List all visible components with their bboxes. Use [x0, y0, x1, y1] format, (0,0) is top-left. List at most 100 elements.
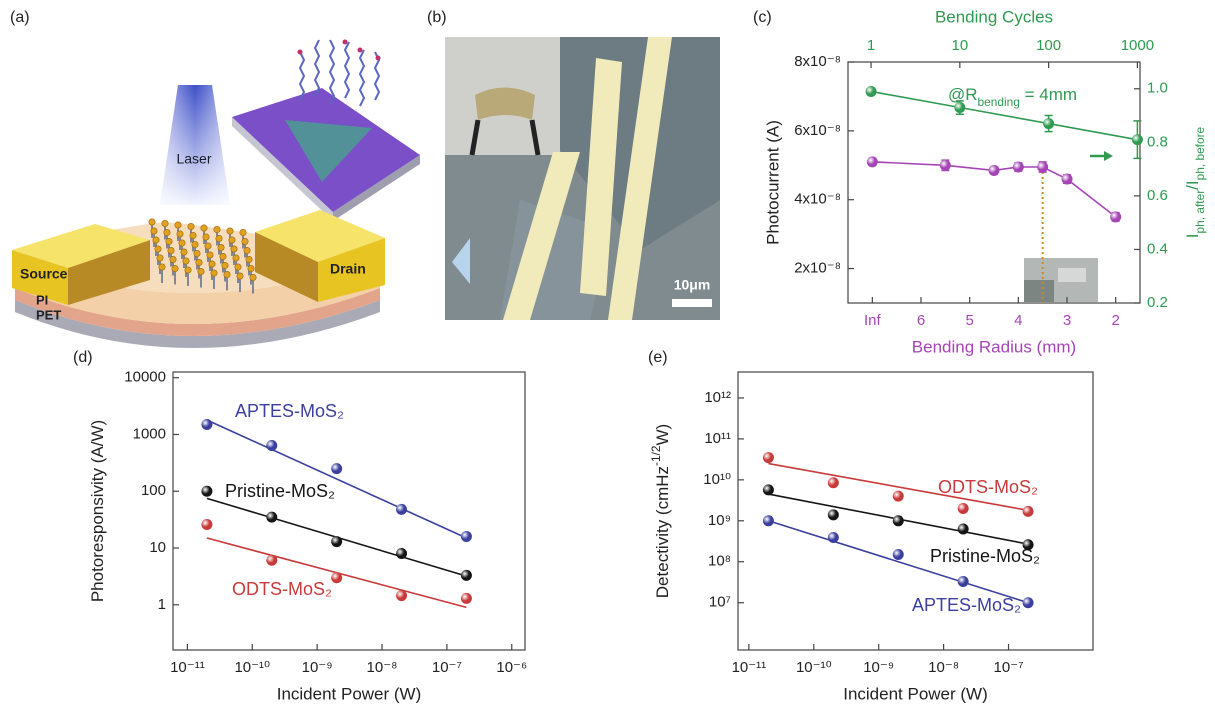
- pet-label: PET: [36, 307, 61, 322]
- x-tick-label: 10⁻¹⁰: [796, 659, 832, 676]
- series-label: APTES-MoS₂: [912, 595, 1021, 615]
- series-label: Pristine-MoS₂: [225, 481, 335, 501]
- scale-bar-label: 10μm: [674, 277, 711, 293]
- data-point: [331, 572, 342, 583]
- data-point: [1110, 211, 1121, 222]
- fit-line: [207, 420, 466, 538]
- lattice-atom: [237, 273, 243, 279]
- x-tick-label: 4: [1014, 312, 1022, 329]
- data-point: [461, 570, 472, 581]
- y-tick-label: 10⁸: [708, 553, 731, 570]
- y-axis-label: Detectivity (cmHz-1/2W): [649, 424, 672, 598]
- panel-label: (d): [73, 349, 93, 366]
- data-point: [828, 509, 839, 520]
- lattice-atom: [188, 223, 194, 229]
- inset-detail: [1058, 268, 1086, 282]
- panel-label: (a): [10, 9, 30, 26]
- lattice-atom: [196, 259, 202, 265]
- label-part: W): [653, 424, 672, 446]
- lattice-atom: [211, 270, 217, 276]
- lattice-atom: [218, 244, 224, 250]
- data-point: [866, 86, 877, 97]
- y-tick-label: 6x10⁻⁸: [794, 122, 841, 139]
- drain-label: Drain: [330, 261, 366, 277]
- data-point: [201, 519, 212, 530]
- x-tick-label: 6: [917, 312, 925, 329]
- lattice-atom: [181, 249, 187, 255]
- data-point: [893, 491, 904, 502]
- x2-tick-label: 100: [1036, 37, 1061, 54]
- lattice-atom: [205, 243, 211, 249]
- data-point: [331, 463, 342, 474]
- y-tick-label: 10⁹: [708, 512, 731, 529]
- y2-axis-label: Iph, after/Iph, before: [1183, 126, 1207, 238]
- data-point: [1013, 162, 1024, 173]
- label-part: ph, after: [1193, 190, 1207, 234]
- series-label: APTES-MoS₂: [235, 401, 344, 421]
- data-point: [1062, 174, 1073, 185]
- laser-label: Laser: [176, 151, 211, 167]
- lattice-atom: [229, 237, 235, 243]
- lattice-atom: [168, 247, 174, 253]
- figure: (a) (b) (c) (d) (e) Laser: [0, 0, 1215, 710]
- lattice-atom: [153, 237, 159, 243]
- data-point: [954, 102, 965, 113]
- laser-beam-glow: [160, 85, 230, 205]
- lattice-atom: [172, 265, 178, 271]
- scale-bar: [672, 299, 712, 307]
- lattice-atom: [250, 274, 256, 280]
- x2-tick-label: 1000: [1121, 37, 1154, 54]
- x-tick-label: 5: [965, 312, 973, 329]
- x-tick-label: Inf: [864, 312, 882, 329]
- y-axis-label: Photocurrent (A): [763, 120, 782, 245]
- lattice-atom: [246, 256, 252, 262]
- lattice-atom: [162, 220, 168, 226]
- y2-tick-label: 0.2: [1147, 294, 1168, 311]
- x-axis-label: Incident Power (W): [277, 684, 422, 703]
- lattice-atom: [177, 231, 183, 237]
- lattice-atom: [166, 238, 172, 244]
- y2-tick-label: 0.4: [1147, 240, 1168, 257]
- lattice-atom: [233, 255, 239, 261]
- lattice-atom: [231, 246, 237, 252]
- label-part: Photoresponsivity (A/W): [88, 420, 107, 602]
- data-point: [893, 549, 904, 560]
- lattice-atom: [164, 229, 170, 235]
- y-tick-label: 10: [149, 539, 166, 556]
- data-point: [1043, 118, 1054, 129]
- y-tick-label: 2x10⁻⁸: [794, 260, 841, 277]
- lattice-atom: [203, 234, 209, 240]
- label-part: Detectivity (cmHz: [653, 466, 672, 598]
- molecule-heads: [298, 40, 381, 61]
- label-part: ph, before: [1193, 126, 1207, 180]
- y2-tick-label: 1.0: [1147, 80, 1168, 97]
- data-point: [1132, 134, 1143, 145]
- y-axis-label: Photoresponsivity (A/W): [88, 420, 107, 602]
- bending-inset: [1024, 258, 1098, 302]
- panel-label: (e): [648, 349, 668, 366]
- y-tick-label: 1000: [133, 425, 166, 442]
- panel-label: (b): [427, 9, 447, 26]
- lattice-atom: [170, 256, 176, 262]
- source-label: Source: [20, 266, 68, 282]
- data-point: [1037, 162, 1048, 173]
- lattice-atom: [235, 264, 241, 270]
- data-point: [763, 484, 774, 495]
- device-schematic: Laser Source Drain PI PET: [12, 40, 420, 349]
- label-part: -1/2: [649, 445, 663, 466]
- x-axis-label: Incident Power (W): [843, 684, 988, 703]
- x-tick-label: 10⁻¹¹: [170, 659, 205, 676]
- lattice-atom: [201, 225, 207, 231]
- lattice-atom: [227, 228, 233, 234]
- lattice-atom: [222, 262, 228, 268]
- data-point: [201, 486, 212, 497]
- data-point: [763, 452, 774, 463]
- series-label: ODTS-MoS₂: [938, 477, 1038, 497]
- y-tick-label: 10⁷: [709, 594, 731, 611]
- lattice-atom: [240, 229, 246, 235]
- lattice-atom: [159, 264, 165, 270]
- y2-tick-label: 0.8: [1147, 133, 1168, 150]
- pi-label: PI: [36, 292, 48, 307]
- axis-arrow: [1090, 151, 1113, 161]
- x-tick-label: 10⁻⁶: [496, 659, 527, 676]
